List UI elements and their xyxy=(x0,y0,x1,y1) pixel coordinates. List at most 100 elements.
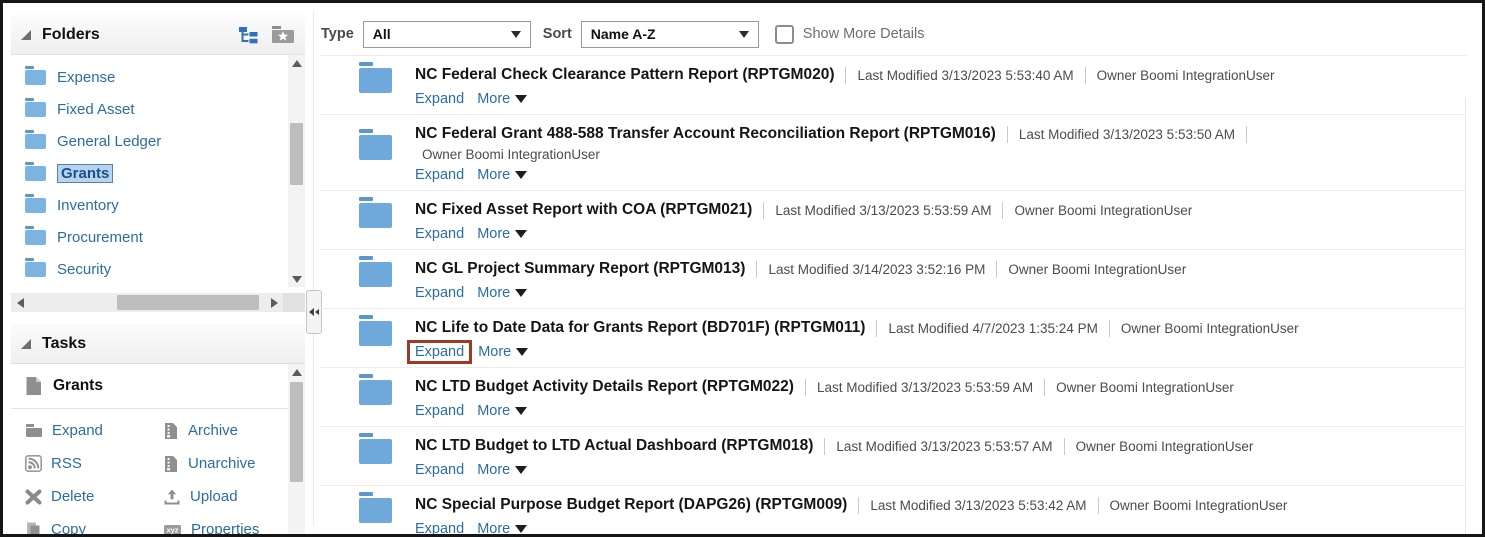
separator xyxy=(804,378,806,396)
expand-link[interactable]: Expand xyxy=(415,226,465,242)
scroll-down-icon[interactable] xyxy=(288,271,305,287)
row-title[interactable]: NC Federal Grant 488-588 Transfer Accoun… xyxy=(415,125,996,142)
task-expand[interactable]: Expand xyxy=(25,414,163,447)
folder-item-label: Expense xyxy=(57,68,116,86)
panel-collapse-handle[interactable] xyxy=(306,290,322,334)
separator xyxy=(824,437,826,455)
task-rss[interactable]: RSS xyxy=(25,447,163,480)
more-link[interactable]: More xyxy=(477,462,528,478)
separator xyxy=(1002,201,1004,219)
task-label: Expand xyxy=(52,422,103,439)
scrollbar-thumb[interactable] xyxy=(290,123,303,185)
scroll-right-icon[interactable] xyxy=(265,293,283,312)
tasks-panel-header: Tasks xyxy=(11,324,305,364)
scroll-up-icon[interactable] xyxy=(288,364,305,380)
task-upload[interactable]: Upload xyxy=(163,480,285,513)
task-properties[interactable]: xyz Properties xyxy=(163,513,285,534)
show-more-details-checkbox[interactable] xyxy=(774,24,794,44)
annotation-highlight-box: Expand xyxy=(407,340,473,364)
catalog-rows: NC Federal Check Clearance Pattern Repor… xyxy=(321,55,1466,537)
row-title[interactable]: NC Federal Check Clearance Pattern Repor… xyxy=(415,66,835,83)
task-delete[interactable]: Delete xyxy=(25,480,163,513)
show-more-details-label[interactable]: Show More Details xyxy=(802,26,925,42)
row-title[interactable]: NC Special Purpose Budget Report (DAPG26… xyxy=(415,496,848,513)
sort-dropdown[interactable]: Name A-Z xyxy=(580,20,759,48)
more-label: More xyxy=(477,91,511,107)
row-title[interactable]: NC Fixed Asset Report with COA (RPTGM021… xyxy=(415,201,753,218)
more-label: More xyxy=(477,167,511,183)
folders-vertical-scrollbar[interactable] xyxy=(288,55,305,287)
sidebar-item-procurement[interactable]: Procurement xyxy=(11,221,305,253)
sidebar-item-general-ledger[interactable]: General Ledger xyxy=(11,125,305,157)
more-link[interactable]: More xyxy=(477,521,528,534)
scrollbar-thumb[interactable] xyxy=(117,295,259,310)
more-link[interactable]: More xyxy=(477,403,528,419)
scrollbar-corner xyxy=(283,293,305,312)
catalog-row: NC Special Purpose Budget Report (DAPG26… xyxy=(321,486,1466,537)
owner: Owner Boomi IntegrationUser xyxy=(1096,67,1275,83)
more-link[interactable]: More xyxy=(477,285,528,301)
row-title[interactable]: NC Life to Date Data for Grants Report (… xyxy=(415,319,866,336)
separator xyxy=(845,66,847,84)
sidebar-item-security[interactable]: Security xyxy=(11,253,305,285)
expand-link[interactable]: Expand xyxy=(415,462,465,478)
more-label: More xyxy=(477,226,511,242)
folder-tree-view-icon[interactable] xyxy=(238,26,259,44)
rss-icon xyxy=(25,455,42,472)
more-link[interactable]: More xyxy=(478,344,529,360)
folder-item-label: Inventory xyxy=(57,196,119,214)
separator xyxy=(858,496,860,514)
collapse-triangle-icon[interactable] xyxy=(21,29,31,40)
type-dropdown[interactable]: All xyxy=(362,20,531,48)
collapse-left-icon xyxy=(309,308,314,316)
more-link[interactable]: More xyxy=(477,226,528,242)
scrollbar-thumb[interactable] xyxy=(290,382,303,482)
sort-label: Sort xyxy=(542,26,572,42)
task-copy[interactable]: Copy xyxy=(25,513,163,534)
folder-icon xyxy=(25,225,46,245)
last-modified: Last Modified 3/13/2023 5:53:40 AM xyxy=(857,67,1074,83)
panel-splitter-line xyxy=(313,11,314,526)
expand-link[interactable]: Expand xyxy=(415,521,465,537)
tasks-grid: Expand Archive RSS xyxy=(11,409,305,534)
row-title[interactable]: NC GL Project Summary Report (RPTGM013) xyxy=(415,260,746,277)
sidebar-item-inventory[interactable]: Inventory xyxy=(11,189,305,221)
main-right-border xyxy=(1465,98,1466,534)
expand-link[interactable]: Expand xyxy=(415,403,465,419)
separator xyxy=(1084,66,1086,84)
more-label: More xyxy=(477,462,511,478)
task-archive[interactable]: Archive xyxy=(163,414,285,447)
scroll-up-icon[interactable] xyxy=(288,55,305,71)
catalog-row: NC Federal Grant 488-588 Transfer Accoun… xyxy=(321,115,1466,191)
expand-link[interactable]: Expand xyxy=(415,344,465,360)
sidebar-item-fixed-asset[interactable]: Fixed Asset xyxy=(11,93,305,125)
folder-icon xyxy=(359,492,392,523)
row-title[interactable]: NC LTD Budget Activity Details Report (R… xyxy=(415,378,794,395)
tasks-vertical-scrollbar[interactable] xyxy=(288,364,305,534)
archive-icon xyxy=(163,422,179,440)
favorites-folder-icon[interactable] xyxy=(271,25,295,44)
folder-item-label-selected: Grants xyxy=(57,163,114,183)
separator xyxy=(1245,125,1247,143)
folder-item-label: Security xyxy=(57,260,112,278)
expand-link[interactable]: Expand xyxy=(415,167,465,183)
task-unarchive[interactable]: Unarchive xyxy=(163,447,285,480)
collapse-triangle-icon[interactable] xyxy=(21,338,31,349)
chevron-down-icon xyxy=(515,289,528,297)
expand-link[interactable]: Expand xyxy=(415,91,465,107)
owner: Owner Boomi IntegrationUser xyxy=(1008,261,1187,277)
sidebar-item-expense[interactable]: Expense xyxy=(11,61,305,93)
folders-horizontal-scrollbar[interactable] xyxy=(11,293,283,312)
more-link[interactable]: More xyxy=(477,91,528,107)
sidebar-item-grants[interactable]: Grants xyxy=(11,157,305,189)
chevron-down-icon xyxy=(515,171,528,179)
row-title[interactable]: NC LTD Budget to LTD Actual Dashboard (R… xyxy=(415,437,814,454)
scroll-left-icon[interactable] xyxy=(11,293,29,312)
last-modified: Last Modified 3/13/2023 5:53:59 AM xyxy=(816,379,1034,395)
expand-link[interactable]: Expand xyxy=(415,285,465,301)
last-modified: Last Modified 3/13/2023 5:53:50 AM xyxy=(1018,126,1235,142)
more-link[interactable]: More xyxy=(477,167,528,183)
catalog-row: NC Fixed Asset Report with COA (RPTGM021… xyxy=(321,191,1466,250)
tasks-body: Grants Expand Archive xyxy=(11,364,305,534)
separator xyxy=(756,260,758,278)
